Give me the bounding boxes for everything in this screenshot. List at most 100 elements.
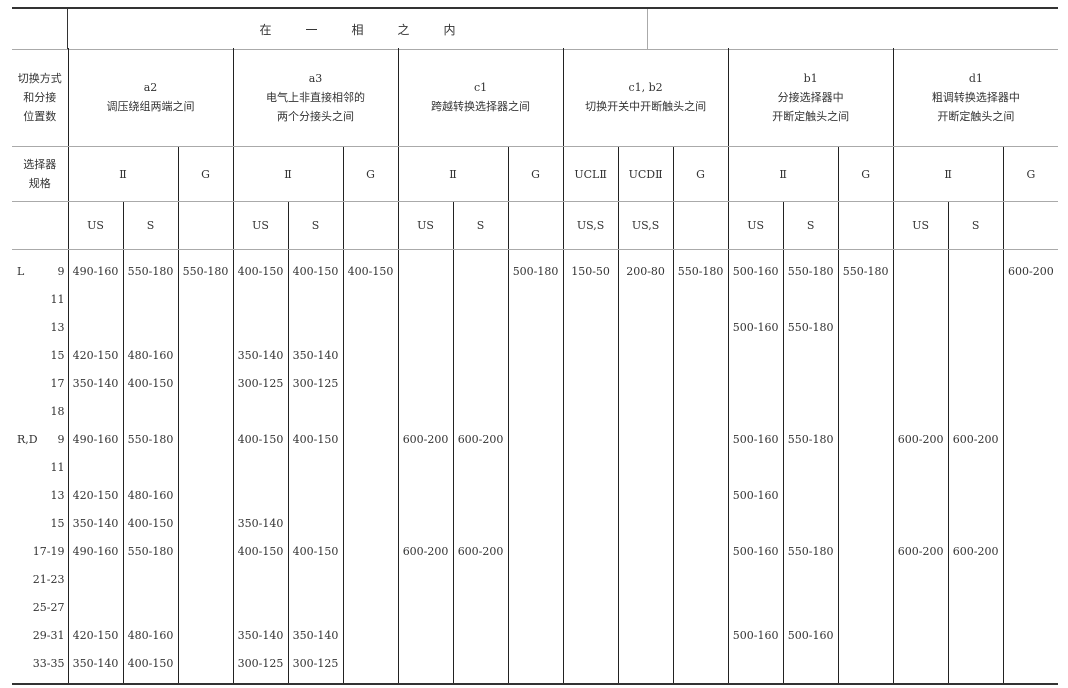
table-cell: 400-150 — [342, 249, 399, 285]
table-cell: 350-140 — [232, 621, 289, 649]
table-cell — [452, 369, 509, 397]
table-cell — [947, 621, 1004, 649]
position-number: 21-23 — [32, 572, 65, 586]
position-count: 17 — [12, 369, 68, 397]
table-row: 33-35 350-140 400-150 300-125 300-125 — [12, 649, 1059, 685]
table-row: 11 — [12, 453, 1059, 481]
table-cell — [287, 593, 344, 621]
table-cell: 500-160 — [782, 621, 839, 649]
table-cell — [122, 565, 178, 593]
table-cell — [892, 621, 949, 649]
table-cell: 550-180 — [177, 249, 234, 285]
table-cell: 400-150 — [232, 425, 289, 453]
table-cell — [617, 453, 674, 481]
table-cell: 550-180 — [837, 249, 894, 285]
table-cell — [617, 593, 674, 621]
table-cell — [727, 341, 784, 369]
table-cell — [672, 621, 729, 649]
table-cell — [617, 621, 674, 649]
selector-spec-row: 选择器 规格 Ⅱ G Ⅱ G Ⅱ G UCLⅡ UCDⅡ G Ⅱ G Ⅱ G — [12, 146, 1059, 202]
table-cell — [617, 313, 674, 341]
header-line: 选择器 — [23, 158, 57, 171]
group-description: 调压绕组两端之间 — [106, 100, 195, 113]
table-cell — [177, 481, 234, 509]
table-cell: 600-200 — [892, 425, 949, 453]
table-cell — [1002, 425, 1059, 453]
position-number: 17-19 — [32, 544, 65, 558]
table-cell — [837, 369, 894, 397]
table-cell — [672, 313, 729, 341]
subheader: US — [892, 201, 949, 250]
table-cell — [122, 313, 178, 341]
group-description: 跨越转换选择器之间 — [431, 100, 531, 113]
table-cell — [782, 481, 839, 509]
table-cell — [562, 621, 619, 649]
table-cell — [617, 649, 674, 685]
table-cell: 600-200 — [947, 425, 1004, 453]
table-cell — [232, 593, 289, 621]
table-cell: 420-150 — [67, 341, 123, 369]
title-char: 相 — [351, 23, 364, 37]
table-cell — [617, 285, 674, 313]
position-count: 15 — [12, 341, 68, 369]
subheader — [672, 201, 729, 250]
table-cell: 350-140 — [232, 341, 289, 369]
empty-cell — [12, 201, 68, 250]
position-count: 15 — [12, 509, 68, 537]
position-number: 33-35 — [32, 656, 65, 670]
table-cell — [782, 453, 839, 481]
group-header: a2 调压绕组两端之间 — [67, 48, 234, 147]
table-row: 25-27 — [12, 593, 1059, 621]
table-cell — [177, 453, 234, 481]
position-number: 29-31 — [32, 628, 65, 642]
table-cell — [122, 593, 178, 621]
table-cell — [892, 481, 949, 509]
table-cell — [562, 285, 619, 313]
table-cell — [837, 649, 894, 685]
table-cell — [782, 341, 839, 369]
table-cell — [177, 341, 234, 369]
table-cell — [342, 537, 399, 565]
selector-spec: Ⅱ — [892, 146, 1004, 202]
table-cell — [617, 425, 674, 453]
table-cell — [672, 593, 729, 621]
table-cell: 600-200 — [892, 537, 949, 565]
group-description: 开断定触头之间 — [772, 109, 850, 123]
table-row: R,D 9 490-160 550-180 400-150 400-150 600-200 6… — [12, 425, 1059, 453]
group-description: 开断定触头之间 — [937, 109, 1015, 123]
table-row: 29-31 420-150 480-160 350-140 350-140 500-160… — [12, 621, 1059, 649]
table-cell — [837, 509, 894, 537]
position-count: 11 — [12, 453, 68, 481]
table-cell — [177, 593, 234, 621]
table-cell — [67, 285, 123, 313]
table-cell — [67, 565, 123, 593]
table-cell — [1002, 285, 1059, 313]
selector-spec: Ⅱ — [67, 146, 178, 202]
table-cell: 480-160 — [122, 341, 178, 369]
table-cell — [892, 565, 949, 593]
table-cell: 550-180 — [122, 537, 178, 565]
table-cell — [177, 565, 234, 593]
table-cell: 400-150 — [287, 425, 344, 453]
table-cell — [727, 565, 784, 593]
table-cell: 500-160 — [727, 249, 784, 285]
table-cell — [947, 313, 1004, 341]
table-cell — [672, 369, 729, 397]
table-cell — [342, 285, 399, 313]
title-char: 在 — [259, 23, 272, 37]
group-header-row: 切换方式 和分接 位置数 a2 调压绕组两端之间 a3 电气上非直接相邻的 两个分接头之间 c1… — [12, 48, 1059, 147]
table-cell — [672, 425, 729, 453]
table-cell — [947, 593, 1004, 621]
table-cell: 300-125 — [287, 649, 344, 685]
table-cell — [837, 481, 894, 509]
subheader: US,S — [617, 201, 674, 250]
table-cell — [452, 621, 509, 649]
table-cell — [507, 397, 564, 425]
table-cell: 550-180 — [782, 249, 839, 285]
position-count: 29-31 — [12, 621, 68, 649]
position-number: 18 — [50, 404, 65, 418]
table-cell — [287, 397, 344, 425]
table-cell — [507, 593, 564, 621]
group-header: a3 电气上非直接相邻的 两个分接头之间 — [232, 48, 399, 147]
table-cell — [177, 509, 234, 537]
